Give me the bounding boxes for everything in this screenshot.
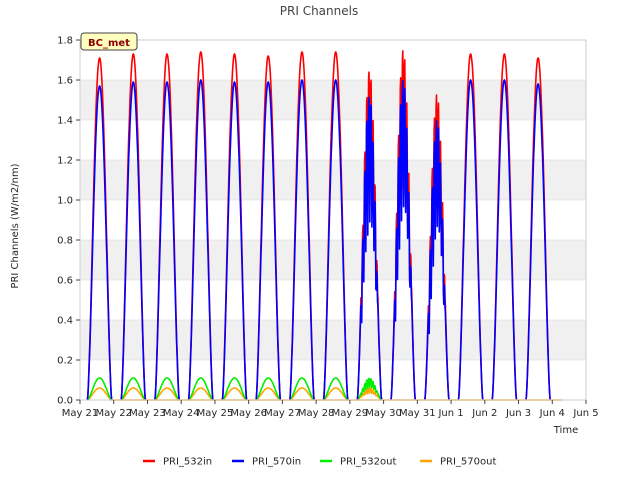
x-tick-label: May 31 (399, 408, 436, 419)
grid-band (80, 320, 586, 360)
x-tick-label: May 22 (95, 408, 132, 419)
y-axis: 0.0 0.2 0.4 0.6 0.8 1.0 1.2 1.4 1.6 1.8 (57, 36, 80, 407)
x-tick-label: May 30 (365, 408, 402, 419)
y-tick-label: 1.4 (57, 116, 73, 127)
legend-label: PRI_532in (163, 457, 212, 468)
grid-band (80, 200, 586, 240)
y-tick-label: 0.4 (57, 316, 73, 327)
grid-band (80, 240, 586, 280)
grid-band (80, 280, 586, 320)
x-tick-label: May 29 (332, 408, 369, 419)
legend-label: PRI_570in (252, 457, 301, 468)
x-tick-label: May 24 (163, 408, 200, 419)
y-tick-label: 1.6 (57, 76, 73, 87)
y-axis-title: PRI Channels (W/m2/nm) (10, 163, 21, 288)
x-tick-label: Jun 4 (539, 408, 565, 419)
x-tick-label: Jun 3 (505, 408, 531, 419)
series-line-pri_570in (86, 79, 551, 401)
chart-title: PRI Channels (280, 4, 358, 18)
y-tick-label: 1.2 (57, 156, 73, 167)
x-tick-label: Jun 5 (572, 408, 598, 419)
legend-label: PRI_532out (340, 457, 396, 468)
x-tick-label: May 21 (62, 408, 99, 419)
legend: PRI_532in PRI_570in PRI_532out PRI_570out (143, 457, 496, 468)
x-tick-label: May 25 (197, 408, 234, 419)
x-tick-label: Jun 1 (437, 408, 463, 419)
legend-label: PRI_570out (440, 457, 496, 468)
badge-label: BC_met (88, 38, 130, 49)
grid-band (80, 160, 586, 200)
y-tick-label: 1.0 (57, 196, 73, 207)
badge-box (80, 32, 138, 51)
series-line-pri_570out (87, 387, 382, 401)
y-tick-label: 0.6 (57, 276, 73, 287)
x-tick-label: May 23 (129, 408, 166, 419)
x-tick-label: Jun 2 (471, 408, 497, 419)
station-badge: BC_met (80, 32, 138, 51)
x-tick-label: May 26 (230, 408, 267, 419)
y-tick-label: 1.8 (57, 36, 73, 47)
x-axis-title: Time (553, 425, 578, 436)
series-line-pri_532out (86, 377, 383, 401)
y-tick-label: 0.8 (57, 236, 73, 247)
y-tick-label: 0.2 (57, 356, 73, 367)
x-tick-label: May 28 (298, 408, 335, 419)
y-tick-label: 0.0 (57, 396, 73, 407)
plot-frame (79, 39, 587, 401)
x-tick-label: May 27 (264, 408, 301, 419)
